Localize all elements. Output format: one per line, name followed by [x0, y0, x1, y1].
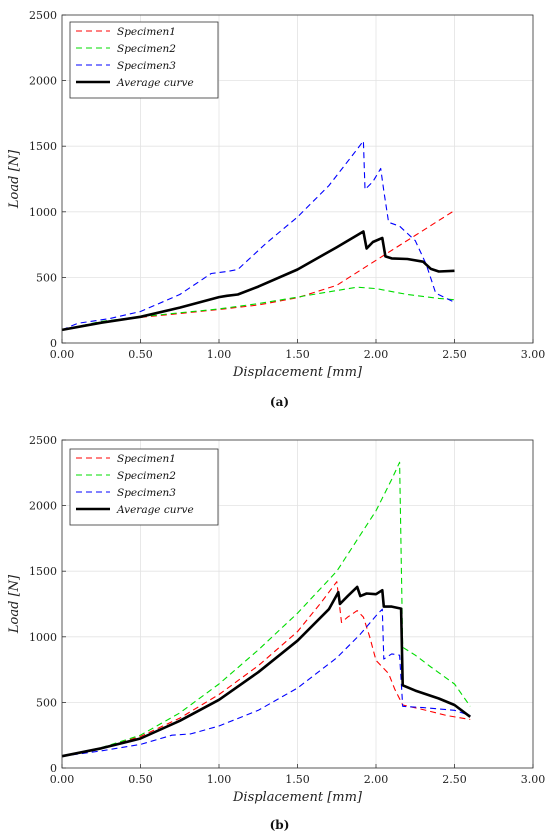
legend-label: Specimen2: [117, 470, 176, 482]
x-tick-label: 2.50: [442, 773, 467, 786]
y-tick-label: 2000: [29, 75, 57, 88]
chart-panel-0: 0.00 0.50 1.00 1.50 2.00 2.50 3.00 0 500 1000 1500…: [7, 9, 545, 409]
x-tick-label: 3.00: [521, 348, 546, 361]
series-line-specimen1: [61, 210, 455, 331]
x-tick-label: 3.00: [521, 773, 546, 786]
legend-label: Specimen3: [117, 60, 176, 72]
y-tick-label: 2500: [29, 434, 57, 447]
x-tick-label: 1.50: [285, 348, 310, 361]
y-tick-label: 1000: [29, 631, 57, 644]
x-tick-label: 2.00: [364, 773, 389, 786]
x-tick-label: 2.00: [364, 348, 389, 361]
y-tick-label: 2500: [29, 9, 57, 22]
panel-caption: (b): [270, 818, 290, 832]
legend-label: Average curve: [116, 77, 194, 89]
y-tick-label: 0: [50, 337, 57, 350]
series-line-specimen3: [61, 608, 471, 757]
y-tick-label: 1000: [29, 206, 57, 219]
legend-box: [69, 21, 219, 99]
x-tick-label: 1.00: [207, 348, 232, 361]
y-axis-label: Load [N]: [7, 574, 22, 634]
series-line-specimen2: [61, 461, 471, 757]
legend-box: [69, 448, 219, 526]
x-tick-label: 1.00: [207, 773, 232, 786]
series-line-average-curve: [61, 585, 471, 758]
series-line-specimen3: [61, 140, 455, 331]
series-line-specimen1: [61, 581, 471, 757]
y-axis-label: Load [N]: [7, 149, 22, 209]
legend-label: Specimen1: [117, 453, 176, 465]
x-tick-label: 1.50: [285, 773, 310, 786]
panel-caption: (a): [270, 395, 289, 409]
x-axis-label: Displacement [mm]: [232, 365, 363, 380]
x-tick-label: 0.00: [50, 773, 75, 786]
series-line-specimen2: [61, 286, 455, 331]
legend: Specimen1 Specimen2 Specimen3 Average curve: [69, 448, 219, 526]
x-tick-label: 0.50: [128, 348, 153, 361]
legend: Specimen1 Specimen2 Specimen3 Average curve: [69, 21, 219, 99]
series-line-average-curve: [61, 230, 455, 332]
legend-label: Specimen3: [117, 487, 176, 499]
y-tick-label: 2000: [29, 500, 57, 513]
y-tick-label: 0: [50, 762, 57, 775]
x-tick-label: 0.00: [50, 348, 75, 361]
x-axis-label: Displacement [mm]: [232, 790, 363, 805]
x-tick-label: 2.50: [442, 348, 467, 361]
y-tick-label: 500: [36, 271, 57, 284]
y-tick-label: 1500: [29, 140, 57, 153]
y-tick-label: 500: [36, 696, 57, 709]
legend-label: Specimen1: [117, 26, 176, 38]
legend-label: Average curve: [116, 504, 194, 516]
x-tick-label: 0.50: [128, 773, 153, 786]
y-tick-label: 1500: [29, 565, 57, 578]
legend-label: Specimen2: [117, 43, 176, 55]
chart-panel-1: 0.00 0.50 1.00 1.50 2.00 2.50 3.00 0 500 1000 1500…: [7, 434, 545, 832]
